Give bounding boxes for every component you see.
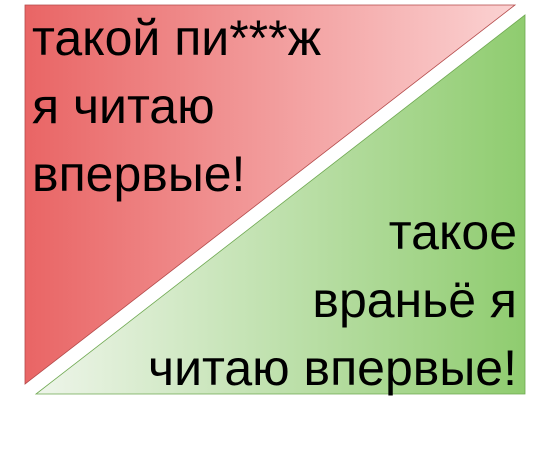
bottom-caption: такое враньё я читаю впервые! — [57, 198, 517, 402]
green-triangle-panel — [34, 14, 526, 395]
top-caption-line-2: я читаю — [32, 78, 215, 134]
top-caption-line-1: такой пи***ж — [32, 10, 322, 66]
top-caption-line-3: впервые! — [32, 146, 246, 202]
bottom-caption-line-3: читаю впервые! — [148, 340, 517, 396]
red-triangle-panel — [24, 4, 517, 385]
bottom-caption-line-1: такое — [388, 204, 517, 260]
bottom-caption-line-2: враньё я — [312, 272, 517, 328]
top-caption: такой пи***ж я читаю впервые! — [32, 4, 412, 208]
